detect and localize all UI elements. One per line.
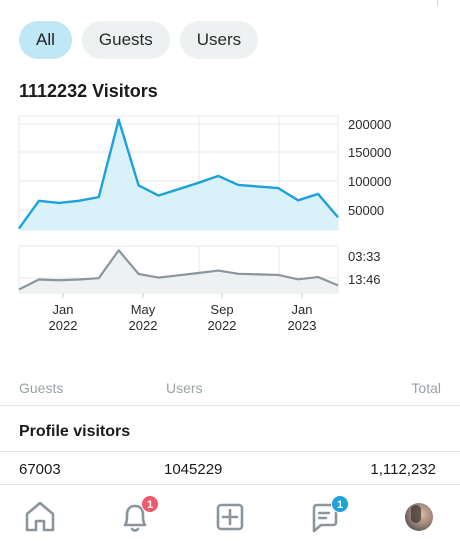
y-tick-label: 100000 xyxy=(348,174,391,189)
bell-icon xyxy=(123,504,147,532)
users-header: Users xyxy=(166,380,203,396)
home-button[interactable] xyxy=(22,499,58,535)
overview-series-line xyxy=(18,249,339,291)
y-tick-label: 200000 xyxy=(348,117,391,132)
overview-series-area xyxy=(19,250,338,293)
messages-badge: 1 xyxy=(331,495,349,513)
x-tick-label: Jan xyxy=(292,302,313,317)
table-header: Guests Users Total xyxy=(0,380,460,396)
table-row: 67003 1045229 1,112,232 xyxy=(0,461,460,481)
x-tick-year: 2022 xyxy=(49,318,78,333)
total-value: 1,112,232 xyxy=(370,461,436,478)
overview-y-tick-label: 13:46 xyxy=(348,272,381,287)
filter-users-chip[interactable]: Users xyxy=(179,21,259,59)
filter-guests-chip[interactable]: Guests xyxy=(81,21,170,59)
visitors-title: 1112232 Visitors xyxy=(19,81,158,101)
y-tick-label: 150000 xyxy=(348,145,391,160)
top-divider xyxy=(0,0,460,6)
x-tick-year: 2022 xyxy=(208,318,237,333)
create-post-button[interactable] xyxy=(212,499,248,535)
bottom-navigation: 1 1 xyxy=(0,484,460,545)
overview-y-tick-label: 03:33 xyxy=(348,249,381,264)
users-value: 1045229 xyxy=(164,461,223,478)
guests-header: Guests xyxy=(19,380,64,396)
filter-chips: All Guests Users xyxy=(19,21,259,59)
home-icon xyxy=(25,501,55,532)
main-series-line xyxy=(18,118,339,230)
x-tick-label: May xyxy=(131,302,156,317)
total-header: Total xyxy=(411,380,441,396)
x-tick-year: 2022 xyxy=(129,318,158,333)
x-tick-label: Sep xyxy=(210,302,233,317)
plus-square-icon xyxy=(216,503,244,531)
x-tick-label: Jan xyxy=(53,302,74,317)
notifications-button[interactable]: 1 xyxy=(117,495,159,535)
x-tick-year: 2023 xyxy=(288,318,317,333)
main-series-area xyxy=(19,119,338,230)
y-tick-label: 50000 xyxy=(348,203,384,218)
filter-all-chip[interactable]: All xyxy=(19,21,72,59)
guests-value: 67003 xyxy=(19,461,61,478)
messages-button[interactable]: 1 xyxy=(307,495,349,535)
profile-visitors-title: Profile visitors xyxy=(19,423,131,440)
section-divider xyxy=(0,451,460,452)
notifications-badge: 1 xyxy=(141,495,159,513)
table-divider xyxy=(0,405,460,406)
avatar[interactable] xyxy=(405,503,433,531)
